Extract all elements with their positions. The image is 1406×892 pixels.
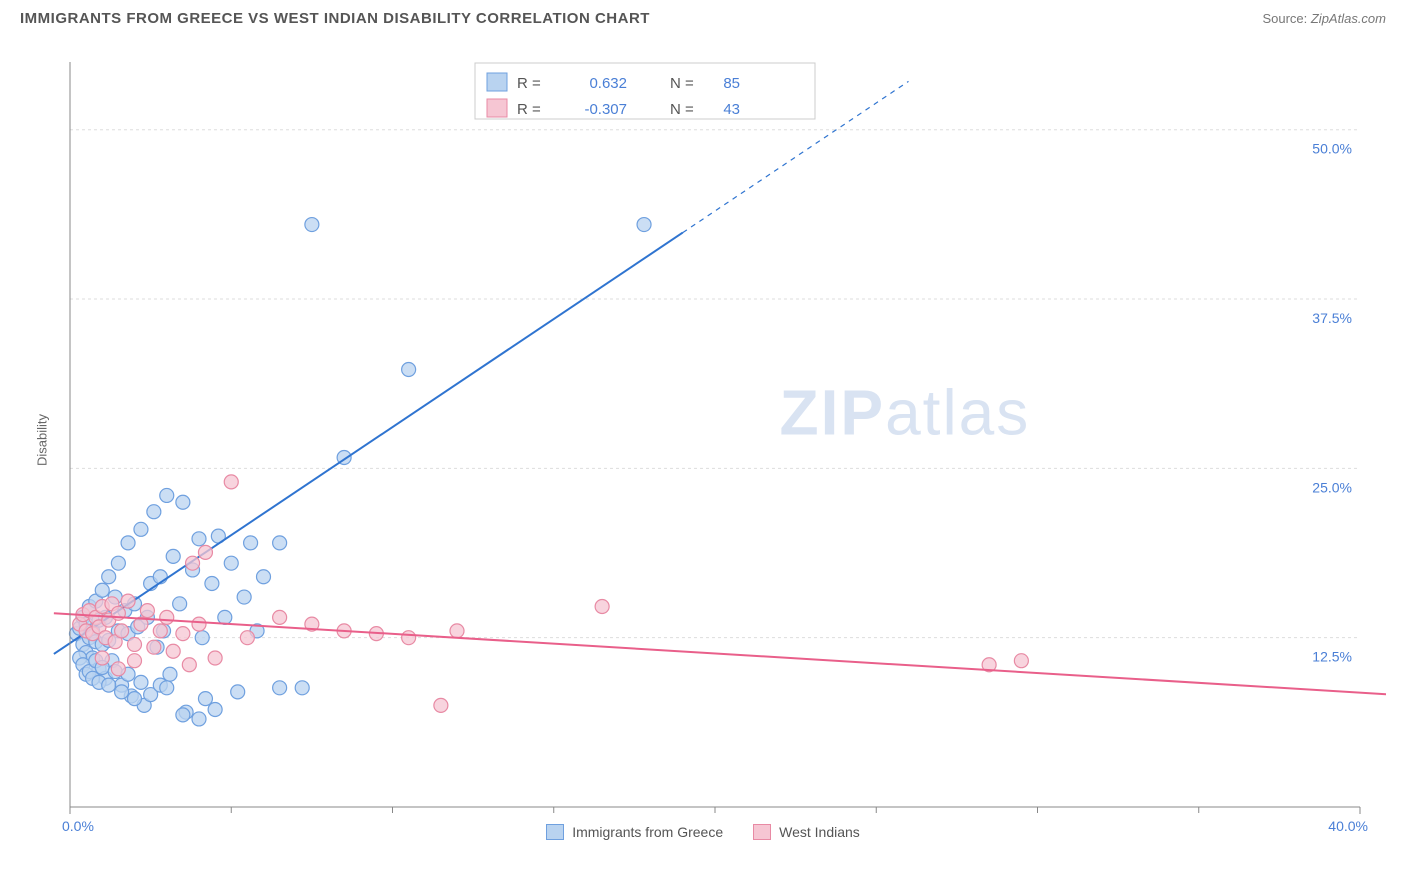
scatter-point [121, 536, 135, 550]
scatter-point [305, 218, 319, 232]
scatter-point [218, 610, 232, 624]
y-tick-label: 25.0% [1312, 479, 1352, 495]
y-tick-label: 37.5% [1312, 310, 1352, 326]
scatter-point [240, 631, 254, 645]
legend-label: West Indians [779, 824, 860, 840]
scatter-point [128, 637, 142, 651]
scatter-point [186, 556, 200, 570]
legend-n-value: 43 [723, 101, 740, 118]
source-label: Source: ZipAtlas.com [1262, 11, 1386, 26]
scatter-point [244, 536, 258, 550]
legend-swatch [753, 824, 771, 840]
scatter-point [192, 617, 206, 631]
scatter-point [273, 610, 287, 624]
legend-r-value: -0.307 [584, 101, 627, 118]
scatter-point [205, 577, 219, 591]
legend-bottom: Immigrants from Greece West Indians [20, 824, 1386, 840]
scatter-point [115, 624, 129, 638]
scatter-point [166, 549, 180, 563]
scatter-point [1014, 654, 1028, 668]
scatter-point [434, 698, 448, 712]
trend-line [54, 233, 683, 654]
scatter-point [160, 488, 174, 502]
scatter-point [208, 651, 222, 665]
scatter-point [192, 532, 206, 546]
legend-r-label: R = [517, 101, 541, 118]
legend-label: Immigrants from Greece [572, 824, 723, 840]
scatter-point [208, 702, 222, 716]
legend-n-value: 85 [723, 75, 740, 92]
scatter-point [173, 597, 187, 611]
trend-line [54, 613, 1386, 694]
scatter-point [134, 522, 148, 536]
scatter-point [95, 583, 109, 597]
scatter-point [231, 685, 245, 699]
legend-swatch [546, 824, 564, 840]
scatter-point [237, 590, 251, 604]
scatter-point [402, 631, 416, 645]
y-axis-label: Disability [35, 414, 50, 466]
legend-item: Immigrants from Greece [546, 824, 723, 840]
scatter-point [637, 218, 651, 232]
scatter-point [195, 631, 209, 645]
legend-r-value: 0.632 [589, 75, 627, 92]
scatter-point [147, 505, 161, 519]
scatter-point [134, 675, 148, 689]
scatter-point [176, 627, 190, 641]
scatter-point [224, 475, 238, 489]
scatter-point [224, 556, 238, 570]
scatter-point [182, 658, 196, 672]
scatter-point [402, 362, 416, 376]
scatter-point [147, 640, 161, 654]
scatter-point [176, 495, 190, 509]
scatter-point [111, 662, 125, 676]
legend-n-label: N = [670, 75, 694, 92]
correlation-chart: Disability 12.5% 25.0% 37.5% 50.0% ZIPatlas 0… [20, 40, 1386, 840]
scatter-point [295, 681, 309, 695]
scatter-point [450, 624, 464, 638]
y-tick-label: 12.5% [1312, 649, 1352, 665]
scatter-point [273, 681, 287, 695]
scatter-point [102, 570, 116, 584]
legend-swatch [487, 73, 507, 91]
scatter-point [198, 545, 212, 559]
legend-swatch [487, 99, 507, 117]
scatter-point [95, 651, 109, 665]
scatter-point [128, 692, 142, 706]
y-tick-label: 50.0% [1312, 141, 1352, 157]
scatter-point [111, 556, 125, 570]
scatter-point [115, 685, 129, 699]
scatter-point [176, 708, 190, 722]
scatter-point [257, 570, 271, 584]
scatter-point [153, 624, 167, 638]
legend-r-label: R = [517, 75, 541, 92]
scatter-point [163, 667, 177, 681]
scatter-point [140, 604, 154, 618]
correlation-legend: R = 0.632 N = 85 R = -0.307 N = 43 [475, 63, 815, 119]
scatter-point [595, 600, 609, 614]
scatter-point [160, 681, 174, 695]
page-title: IMMIGRANTS FROM GREECE VS WEST INDIAN DI… [20, 10, 650, 27]
scatter-point [273, 536, 287, 550]
legend-item: West Indians [753, 824, 860, 840]
watermark: ZIPatlas [780, 377, 1031, 449]
scatter-point [121, 594, 135, 608]
scatter-point [166, 644, 180, 658]
scatter-point [198, 692, 212, 706]
scatter-point [160, 610, 174, 624]
scatter-point [102, 678, 116, 692]
scatter-point [128, 654, 142, 668]
legend-n-label: N = [670, 101, 694, 118]
scatter-point [192, 712, 206, 726]
